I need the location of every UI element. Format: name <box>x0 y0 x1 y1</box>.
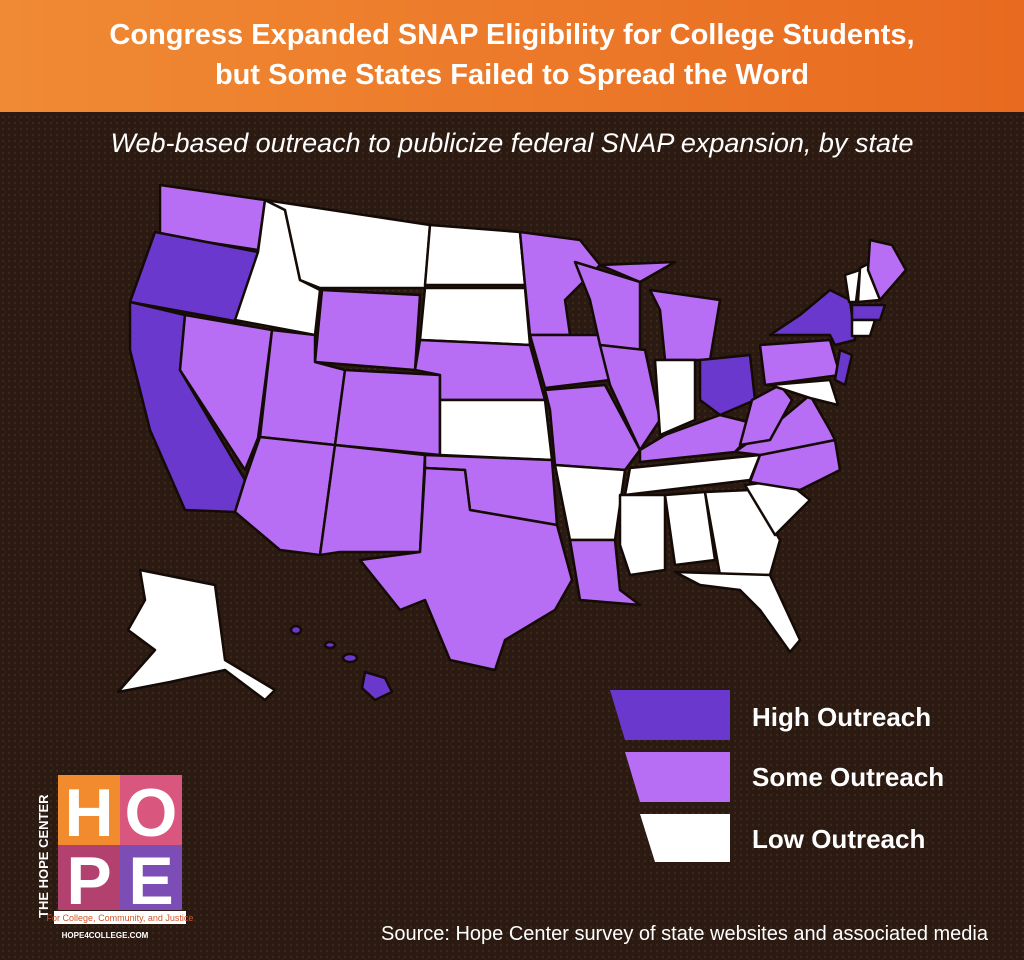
logo-letter: E <box>128 843 173 919</box>
state <box>673 570 802 654</box>
state <box>289 624 303 636</box>
state <box>618 493 667 577</box>
state <box>116 568 277 702</box>
legend-swatch <box>640 814 730 862</box>
state <box>423 223 527 287</box>
logo-letter: P <box>66 843 111 919</box>
logo-tile <box>120 775 182 845</box>
logo-letter: O <box>125 775 178 851</box>
state <box>843 268 862 304</box>
logo-tile <box>58 775 120 845</box>
logo-side-text: THE HOPE CENTER <box>36 794 51 918</box>
title-line: Congress Expanded SNAP Eligibility for C… <box>109 19 914 51</box>
logo-tile <box>58 845 120 910</box>
state <box>698 353 757 417</box>
logo-tagline: For College, Community, and Justice <box>47 913 194 923</box>
state <box>418 286 532 347</box>
state <box>568 538 642 607</box>
title-line: but Some States Failed to Spread the Wor… <box>215 59 809 91</box>
legend-label: Low Outreach <box>752 824 925 854</box>
state <box>598 343 662 452</box>
state <box>323 640 337 650</box>
state <box>333 368 442 457</box>
logo-tile <box>120 845 182 910</box>
legend-label: Some Outreach <box>752 762 944 792</box>
state <box>866 238 908 302</box>
state <box>528 333 612 390</box>
state <box>360 670 394 702</box>
state <box>438 398 554 462</box>
state <box>663 490 717 567</box>
legend-swatch <box>625 752 730 802</box>
legend-swatch <box>610 690 730 740</box>
source-note: Source: Hope Center survey of state webs… <box>381 923 989 945</box>
state <box>833 348 854 387</box>
state <box>768 378 840 407</box>
state <box>318 443 427 557</box>
state <box>313 288 422 372</box>
state <box>850 318 877 338</box>
us-map <box>116 183 908 702</box>
header-band <box>0 0 1024 112</box>
logo: THE HOPE CENTER H O P E For College, Com… <box>36 775 193 940</box>
state <box>178 313 274 472</box>
logo-letter: H <box>64 775 113 851</box>
subtitle: Web-based outreach to publicize federal … <box>111 128 914 158</box>
state <box>341 652 359 664</box>
logo-url: HOPE4COLLEGE.COM <box>62 931 149 940</box>
state <box>850 303 887 322</box>
logo-tagline-band <box>54 911 186 924</box>
state <box>653 358 697 437</box>
state <box>358 466 574 672</box>
legend-label: High Outreach <box>752 702 931 732</box>
state <box>518 230 602 337</box>
state <box>598 260 677 284</box>
